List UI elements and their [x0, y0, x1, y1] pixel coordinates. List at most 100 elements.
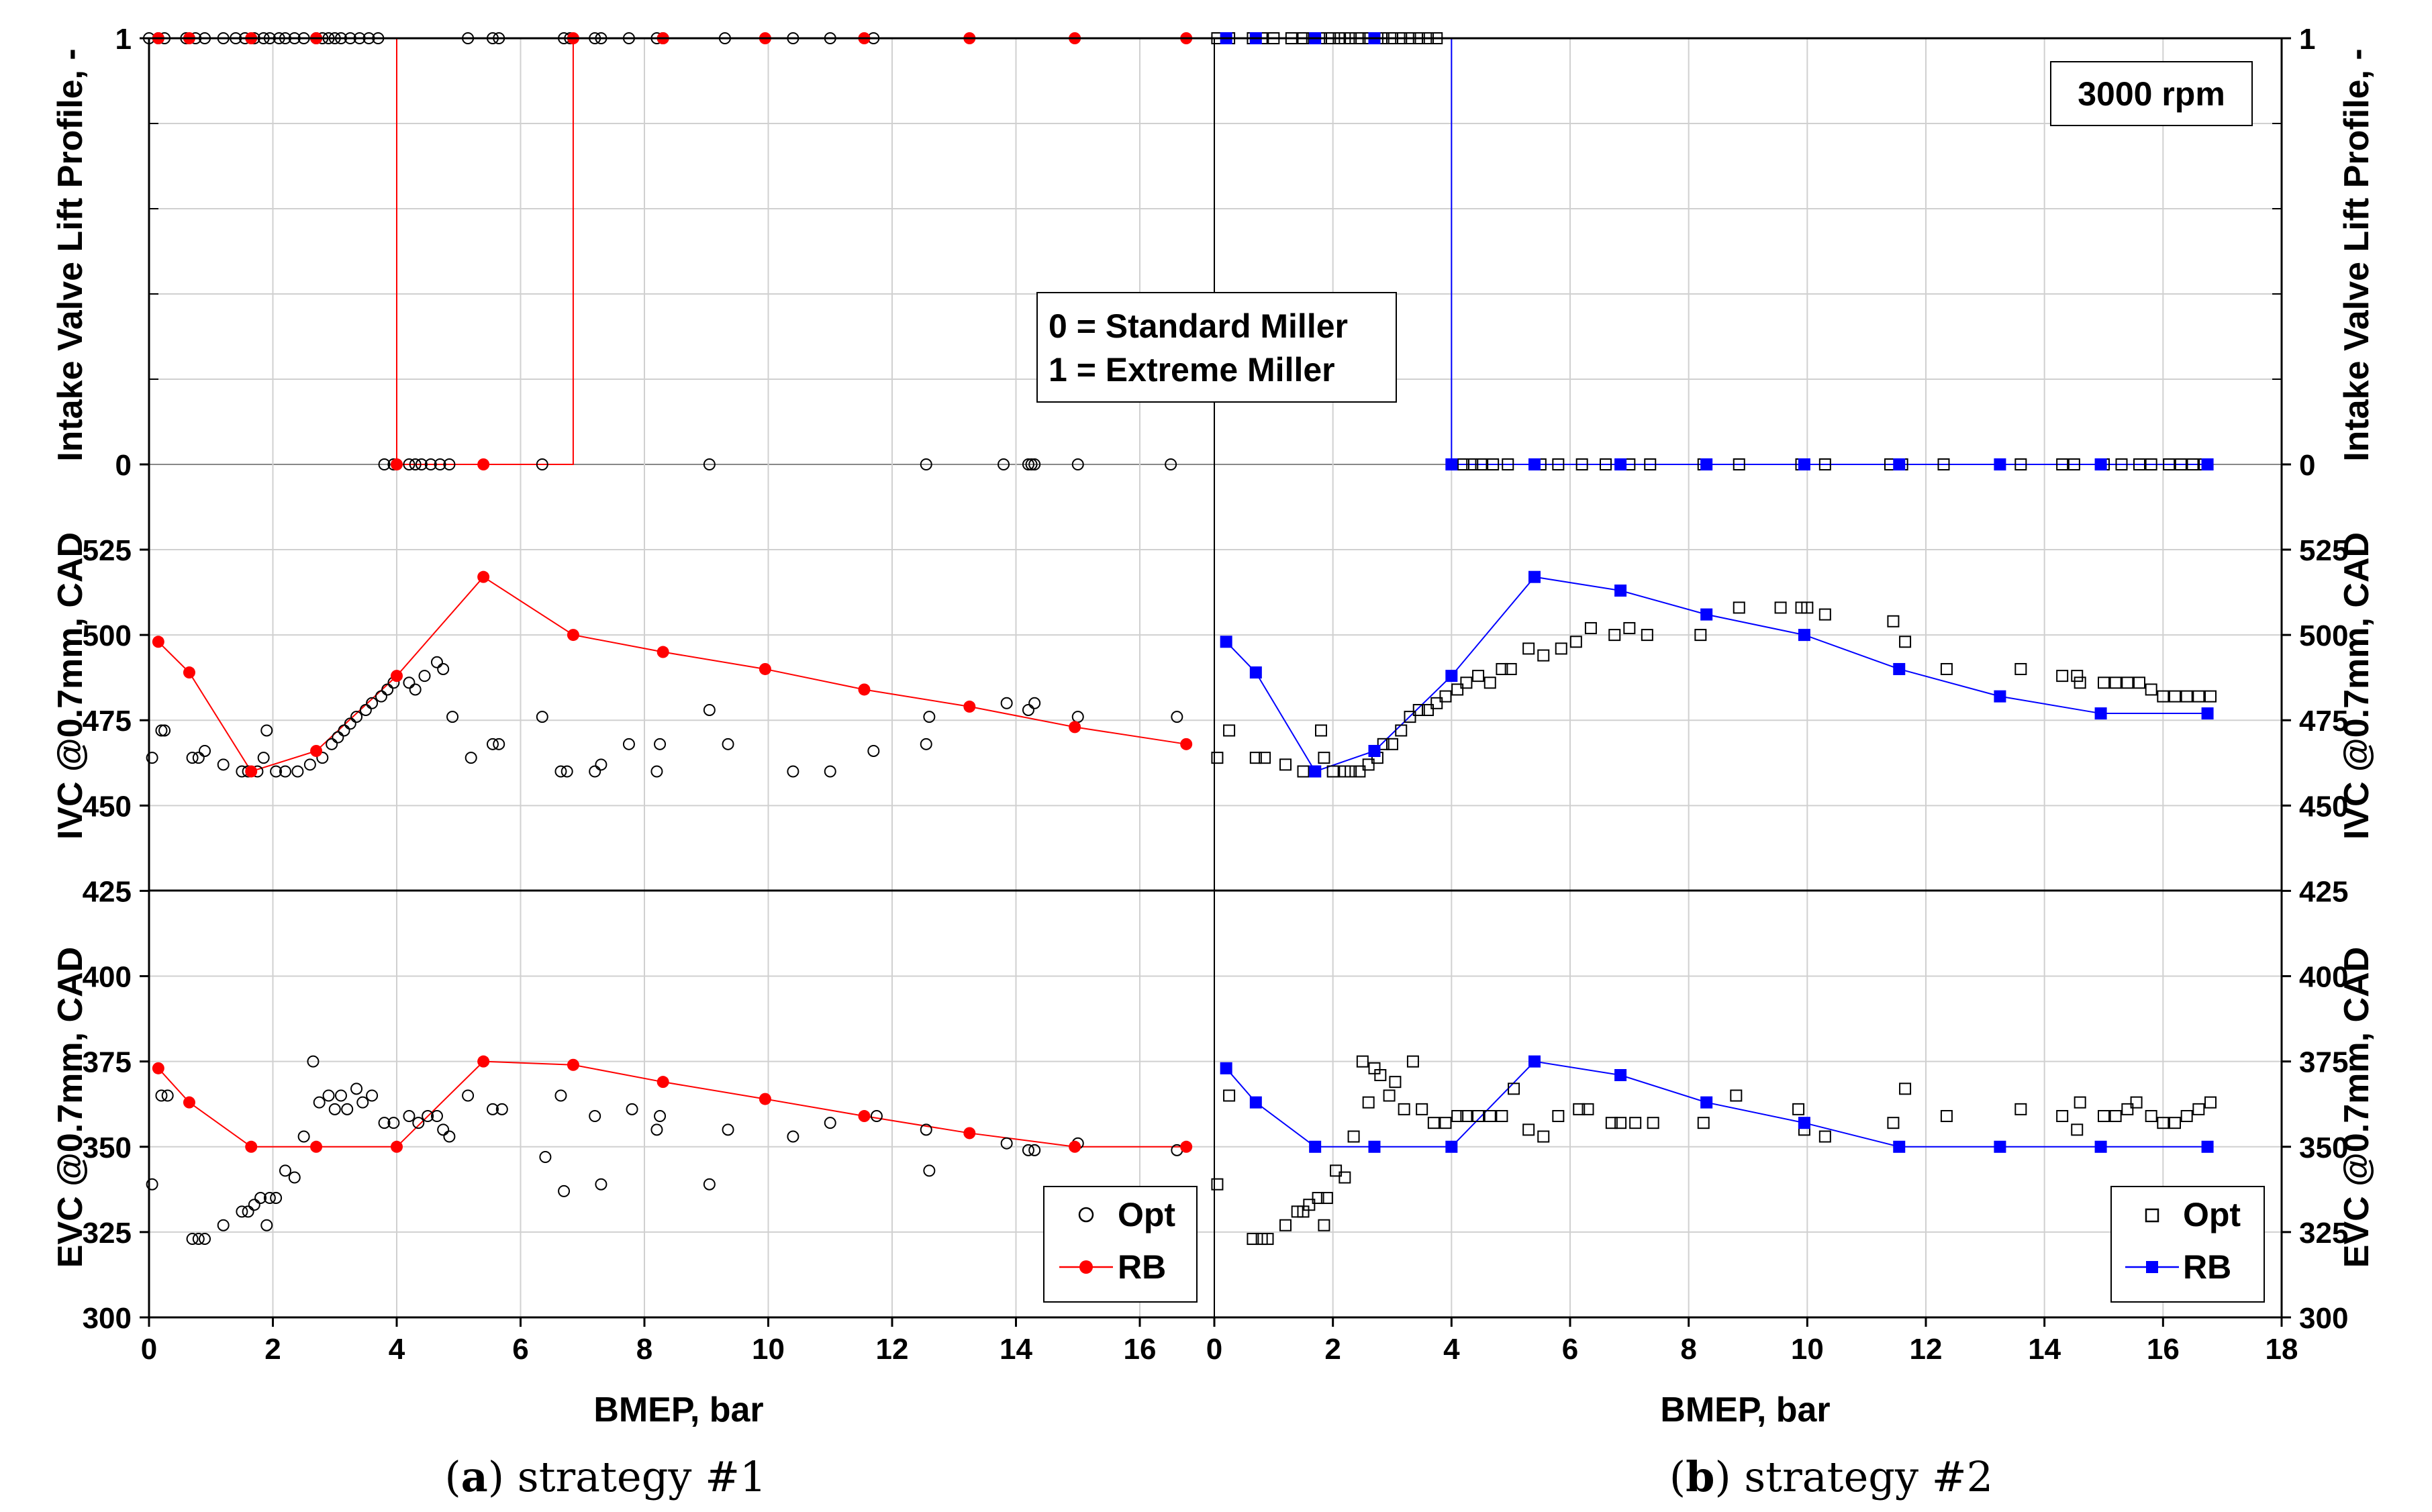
opt-ivc-point-a	[1171, 711, 1183, 723]
rb-profile-point-a	[477, 458, 490, 470]
opt-evc-point-b	[1605, 1117, 1618, 1129]
opt-evc-point-b	[1261, 1233, 1274, 1246]
rb-evc-point-b	[2201, 1140, 2214, 1153]
opt-profile-point-a	[920, 458, 932, 470]
xtick-label-b: 8	[1680, 1333, 1696, 1366]
ytick-label-valve-right: 500	[2299, 619, 2348, 652]
opt-ivc-point-a	[493, 738, 505, 750]
y-axis-label-profile-right: Intake Valve Lift Profile, -	[2337, 48, 2376, 462]
xtick-label-a: 6	[512, 1333, 528, 1366]
opt-evc-point-a	[328, 1103, 341, 1115]
opt-ivc-point-b	[1504, 662, 1517, 675]
opt-evc-point-a	[248, 1199, 260, 1211]
opt-ivc-point-b	[1555, 642, 1567, 655]
opt-evc-point-a	[654, 1110, 667, 1123]
opt-ivc-point-b	[2074, 676, 2086, 689]
opt-evc-point-b	[1398, 1103, 1410, 1115]
rb-ivc-point-b	[1994, 690, 2006, 703]
rb-ivc-point-a	[391, 670, 403, 683]
ytick-label-profile-left: 1	[115, 23, 132, 56]
opt-ivc-point-b	[1694, 629, 1707, 642]
opt-ivc-point-a	[589, 765, 601, 778]
rb-profile-point-b	[1445, 458, 1458, 470]
opt-profile-point-b	[1600, 458, 1612, 470]
opt-evc-point-a	[595, 1178, 607, 1191]
opt-evc-point-a	[254, 1192, 267, 1205]
y-axis-label-evc-right: EVC @0.7mm, CAD	[2337, 947, 2376, 1268]
opt-evc-point-a	[430, 1110, 443, 1123]
opt-profile-point-b	[1644, 458, 1657, 470]
rb-evc-point-b	[1893, 1140, 1906, 1153]
rb-evc-line-a	[158, 1060, 1187, 1148]
opt-ivc-point-a	[1000, 697, 1013, 709]
opt-evc-point-a	[260, 1219, 273, 1231]
opt-evc-point-a	[1000, 1137, 1013, 1150]
opt-ivc-point-b	[1623, 621, 1636, 634]
opt-evc-point-b	[1899, 1082, 1912, 1095]
rb-evc-point-a	[567, 1058, 579, 1071]
opt-ivc-point-b	[1211, 752, 1224, 764]
rb-evc-point-a	[1180, 1140, 1193, 1153]
opt-ivc-point-b	[1496, 662, 1508, 675]
opt-evc-point-a	[334, 1089, 347, 1102]
opt-evc-point-b	[2071, 1123, 2084, 1136]
opt-evc-point-a	[495, 1103, 508, 1115]
opt-ivc-point-b	[1818, 608, 1831, 621]
xtick-label-b: 14	[2028, 1333, 2061, 1366]
xtick-label-a: 2	[264, 1333, 281, 1366]
ytick-label-valve-right: 525	[2299, 534, 2348, 567]
opt-evc-point-a	[270, 1192, 283, 1205]
opt-evc-point-b	[1573, 1103, 1586, 1115]
rb-ivc-point-b	[1220, 636, 1232, 648]
caption-a: (a) strategy #1	[444, 1452, 766, 1501]
rb-evc-point-b	[1220, 1062, 1232, 1074]
opt-ivc-point-a	[146, 752, 158, 764]
opt-ivc-point-b	[2014, 662, 2027, 675]
ytick-label-valve-right: 425	[2299, 875, 2348, 908]
opt-ivc-point-b	[1315, 724, 1327, 737]
opt-evc-point-b	[1537, 1130, 1550, 1143]
opt-evc-point-b	[2180, 1110, 2193, 1123]
ytick-label-valve-left: 525	[83, 534, 132, 567]
rb-profile-point-b	[2201, 458, 2214, 470]
opt-ivc-point-b	[1451, 683, 1464, 696]
opt-evc-point-b	[1887, 1117, 1900, 1129]
opt-evc-point-a	[870, 1110, 883, 1123]
opt-ivc-point-a	[270, 765, 283, 778]
opt-evc-point-a	[558, 1185, 571, 1197]
opt-ivc-point-b	[1472, 670, 1485, 683]
opt-evc-point-b	[1223, 1089, 1236, 1102]
opt-ivc-point-b	[1801, 601, 1814, 614]
rb-ivc-point-b	[1249, 666, 1262, 679]
ytick-label-valve-right: 450	[2299, 790, 2348, 823]
opt-ivc-point-b	[1422, 703, 1434, 716]
opt-evc-point-a	[146, 1178, 158, 1191]
opt-evc-point-b	[1496, 1110, 1508, 1123]
opt-evc-point-b	[2056, 1110, 2069, 1123]
opt-evc-point-b	[1508, 1082, 1520, 1095]
opt-evc-point-a	[186, 1233, 199, 1246]
opt-evc-point-a	[161, 1089, 174, 1102]
opt-ivc-point-b	[1259, 752, 1271, 764]
rpm-box	[2050, 61, 2253, 126]
opt-evc-point-a	[437, 1123, 450, 1136]
opt-evc-point-a	[242, 1205, 254, 1218]
xtick-label-a: 16	[1124, 1333, 1157, 1366]
opt-evc-point-b	[1320, 1192, 1333, 1205]
opt-ivc-point-a	[338, 724, 350, 737]
rb-ivc-point-a	[963, 700, 976, 713]
opt-evc-point-a	[217, 1219, 230, 1231]
opt-profile-point-b	[2186, 458, 2199, 470]
opt-evc-point-b	[1279, 1219, 1292, 1231]
ytick-label-valve-left: 375	[83, 1046, 132, 1079]
rb-profile-line-a	[158, 38, 1187, 465]
rb-ivc-point-b	[2201, 707, 2214, 720]
ytick-label-valve-left: 425	[83, 875, 132, 908]
opt-ivc-point-a	[722, 738, 734, 750]
opt-evc-point-a	[722, 1123, 734, 1136]
opt-ivc-point-a	[920, 738, 932, 750]
opt-profile-point-b	[2056, 458, 2069, 470]
opt-evc-point-a	[236, 1205, 248, 1218]
opt-ivc-point-a	[403, 676, 416, 689]
